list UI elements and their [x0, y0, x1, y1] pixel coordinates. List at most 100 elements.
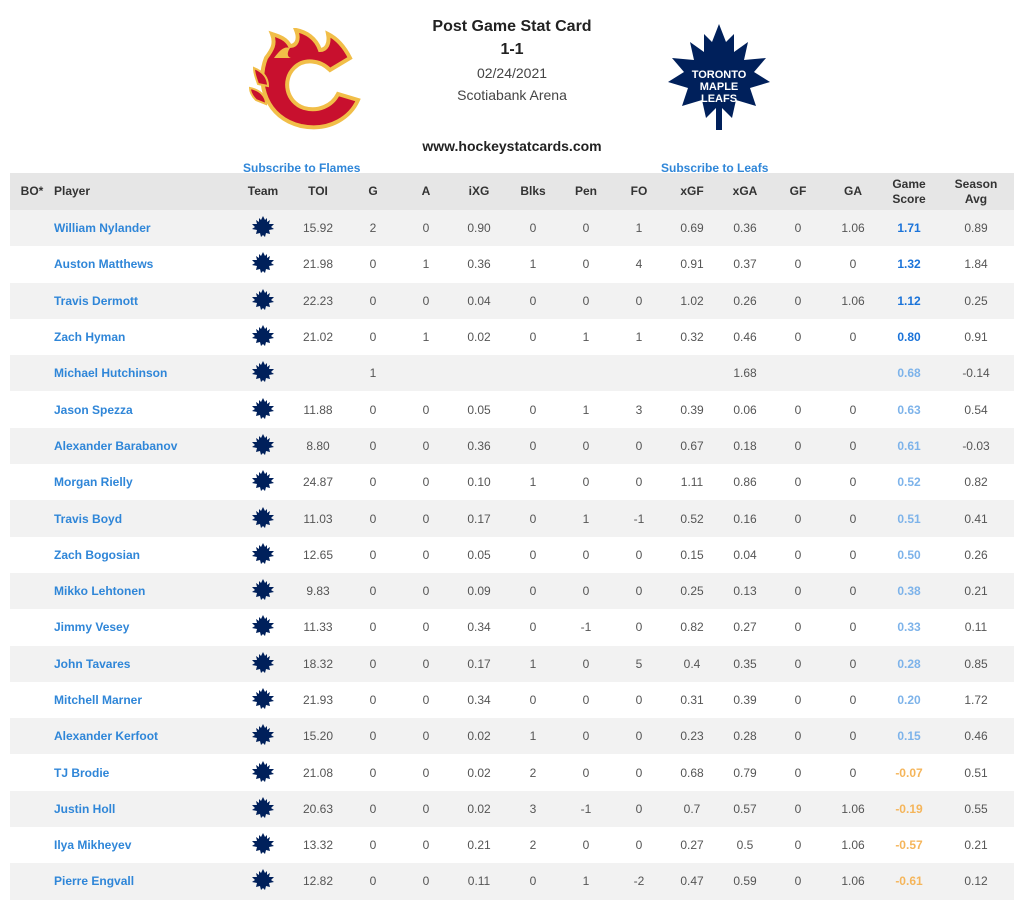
- toronto-maple-leafs-logo: TORONTO MAPLE LEAFS: [668, 24, 770, 130]
- xgf-cell: 0.25: [680, 584, 704, 599]
- gf-cell: 0: [794, 475, 802, 490]
- player-name-link[interactable]: Mikko Lehtonen: [54, 584, 146, 599]
- gf-cell: 0: [794, 838, 802, 853]
- ixg-cell: 0.02: [467, 765, 491, 780]
- fo-cell: 1: [635, 221, 643, 236]
- player-name-link[interactable]: Mitchell Marner: [54, 693, 143, 707]
- a-cell: 0: [422, 693, 430, 707]
- ga-cell: 0: [849, 511, 857, 526]
- pen-cell: 0: [582, 693, 590, 707]
- xgf-cell: 0.23: [680, 729, 704, 744]
- col-ixg[interactable]: iXG: [468, 184, 490, 198]
- fo-cell: 3: [635, 402, 643, 417]
- col-player[interactable]: Player: [54, 184, 91, 198]
- player-name-link[interactable]: Travis Dermott: [54, 293, 139, 308]
- player-name-link[interactable]: Jimmy Vesey: [54, 620, 130, 635]
- player-name-link[interactable]: Jason Spezza: [54, 402, 133, 417]
- col-gf[interactable]: GF: [789, 184, 807, 198]
- col-game-score[interactable]: Game Score: [880, 173, 938, 210]
- gf-cell: 0: [794, 693, 802, 707]
- blks-cell: 3: [529, 801, 537, 816]
- player-name-link[interactable]: Alexander Kerfoot: [54, 729, 159, 744]
- player-name-link[interactable]: Justin Holl: [54, 801, 116, 816]
- player-name-link[interactable]: Alexander Barabanov: [54, 438, 178, 453]
- leafs-team-icon: [252, 325, 274, 350]
- col-ga[interactable]: GA: [844, 184, 862, 198]
- col-blks[interactable]: Blks: [520, 184, 546, 198]
- blks-cell: 2: [529, 838, 537, 853]
- g-cell: 0: [369, 402, 377, 417]
- game-score-cell: -0.57: [895, 838, 923, 853]
- player-name-link[interactable]: Michael Hutchinson: [54, 366, 168, 381]
- col-fo[interactable]: FO: [630, 184, 648, 198]
- player-name-link[interactable]: TJ Brodie: [54, 765, 110, 780]
- table-row: TJ Brodie 21.08 0 0 0.02 2 0 0 0.68 0.79 0 0 -0.07 0.…: [10, 754, 1014, 791]
- gf-cell: [770, 355, 826, 391]
- col-xgf[interactable]: xGF: [680, 184, 704, 198]
- game-score-cell: 0.51: [897, 511, 921, 526]
- xgf-cell: 0.67: [680, 438, 704, 453]
- xgf-cell: 0.15: [680, 547, 704, 562]
- toi-cell: 18.32: [302, 656, 334, 671]
- gf-cell: 0: [794, 547, 802, 562]
- col-toi[interactable]: TOI: [308, 184, 328, 198]
- team-cell: [234, 391, 292, 427]
- col-g[interactable]: G: [368, 184, 378, 198]
- season-avg-cell: 0.89: [964, 221, 988, 236]
- blks-cell: 0: [529, 511, 537, 526]
- season-avg-cell: 0.51: [964, 765, 988, 780]
- a-cell: 0: [422, 729, 430, 744]
- bo-cell: [10, 210, 54, 246]
- xgf-cell: 0.32: [680, 330, 704, 345]
- bo-cell: [10, 537, 54, 573]
- col-team[interactable]: Team: [247, 184, 279, 198]
- ga-cell: 1.06: [841, 221, 865, 236]
- game-score-cell: 0.28: [897, 656, 921, 671]
- team-cell: [234, 355, 292, 391]
- subscribe-flames-link[interactable]: Subscribe to Flames: [243, 161, 361, 175]
- player-name-link[interactable]: Ilya Mikheyev: [54, 838, 132, 853]
- col-xga[interactable]: xGA: [732, 184, 758, 198]
- player-name-link[interactable]: Zach Hyman: [54, 330, 126, 345]
- game-score-cell: 0.68: [897, 366, 921, 381]
- xga-cell: 0.28: [733, 729, 757, 744]
- player-name-link[interactable]: Morgan Rielly: [54, 475, 133, 490]
- col-pen[interactable]: Pen: [574, 184, 597, 198]
- subscribe-leafs-link[interactable]: Subscribe to Leafs: [661, 161, 769, 175]
- bo-cell: [10, 827, 54, 863]
- season-avg-cell: 0.46: [964, 729, 988, 744]
- leafs-team-icon: [252, 724, 274, 749]
- gf-cell: 0: [794, 874, 802, 889]
- fo-cell: 1: [635, 330, 643, 345]
- xgf-cell: 0.47: [680, 874, 704, 889]
- player-name-link[interactable]: Auston Matthews: [54, 257, 154, 272]
- ixg-cell: 0.10: [467, 475, 491, 490]
- team-cell: [234, 537, 292, 573]
- xga-cell: 0.16: [733, 511, 757, 526]
- xgf-cell: 0.68: [680, 765, 704, 780]
- ga-cell: 0: [849, 693, 857, 707]
- blks-cell: 0: [529, 547, 537, 562]
- fo-cell: 0: [635, 620, 643, 635]
- player-name-link[interactable]: Zach Bogosian: [54, 547, 141, 562]
- player-name-link[interactable]: Travis Boyd: [54, 511, 123, 526]
- ixg-cell: 0.04: [467, 293, 491, 308]
- team-cell: [234, 500, 292, 536]
- col-bo[interactable]: BO*: [20, 184, 44, 198]
- season-avg-cell: -0.03: [962, 438, 990, 453]
- toi-cell: 11.03: [303, 511, 333, 526]
- xgf-cell: 1.02: [680, 293, 704, 308]
- col-a[interactable]: A: [421, 184, 431, 198]
- player-name-link[interactable]: William Nylander: [54, 221, 151, 236]
- g-cell: 0: [369, 656, 377, 671]
- site-url: www.hockeystatcards.com: [422, 138, 602, 154]
- pen-cell: 0: [582, 547, 590, 562]
- table-row: John Tavares 18.32 0 0 0.17 1 0 5 0.4 0.35 0 0 0.28 0…: [10, 645, 1014, 682]
- a-cell: 0: [422, 838, 430, 853]
- player-name-link[interactable]: Pierre Engvall: [54, 874, 135, 889]
- season-avg-cell: 0.21: [964, 838, 988, 853]
- a-cell: 0: [422, 765, 430, 780]
- table-row: Travis Dermott 22.23 0 0 0.04 0 0 0 1.02 0.26 0 1.0…: [10, 282, 1014, 319]
- col-season-avg[interactable]: Season Avg: [938, 173, 1014, 210]
- player-name-link[interactable]: John Tavares: [54, 656, 131, 671]
